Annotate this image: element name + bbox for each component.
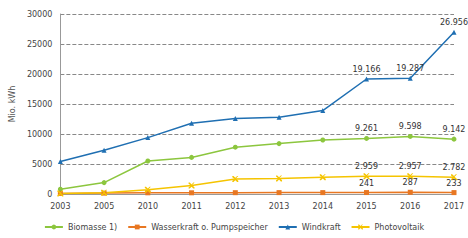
svg-text:2016: 2016 bbox=[400, 202, 420, 211]
svg-text:19.166: 19.166 bbox=[353, 65, 381, 74]
svg-text:287: 287 bbox=[403, 178, 418, 187]
svg-text:241: 241 bbox=[359, 179, 374, 188]
svg-text:Mio. kWh: Mio. kWh bbox=[8, 86, 17, 123]
svg-text:15000: 15000 bbox=[27, 100, 52, 109]
svg-text:2014: 2014 bbox=[313, 202, 333, 211]
svg-text:9.142: 9.142 bbox=[443, 125, 466, 134]
svg-text:Biomasse 1): Biomasse 1) bbox=[68, 223, 117, 232]
svg-text:2.782: 2.782 bbox=[443, 163, 466, 172]
svg-text:10000: 10000 bbox=[27, 130, 52, 139]
svg-text:26.956: 26.956 bbox=[440, 18, 468, 27]
svg-text:233: 233 bbox=[446, 179, 461, 188]
svg-text:2.959: 2.959 bbox=[355, 162, 378, 171]
svg-text:5000: 5000 bbox=[32, 160, 52, 169]
svg-text:2015: 2015 bbox=[356, 202, 376, 211]
svg-text:2.957: 2.957 bbox=[399, 162, 422, 171]
svg-text:2010: 2010 bbox=[138, 202, 158, 211]
svg-text:Photovoltaik: Photovoltaik bbox=[375, 223, 425, 232]
svg-text:2011: 2011 bbox=[181, 202, 201, 211]
svg-text:Windkraft: Windkraft bbox=[302, 223, 341, 232]
svg-text:0: 0 bbox=[47, 190, 52, 199]
svg-text:19.287: 19.287 bbox=[396, 64, 424, 73]
svg-text:2012: 2012 bbox=[225, 202, 245, 211]
svg-text:Wasserkraft o. Pumpspeicher: Wasserkraft o. Pumpspeicher bbox=[151, 223, 268, 232]
svg-text:2013: 2013 bbox=[269, 202, 289, 211]
svg-text:2003: 2003 bbox=[50, 202, 70, 211]
svg-text:20000: 20000 bbox=[27, 70, 52, 79]
svg-text:2017: 2017 bbox=[444, 202, 464, 211]
svg-text:25000: 25000 bbox=[27, 40, 52, 49]
svg-text:9.261: 9.261 bbox=[355, 124, 378, 133]
svg-text:30000: 30000 bbox=[27, 10, 52, 19]
svg-text:2005: 2005 bbox=[94, 202, 114, 211]
svg-text:9.598: 9.598 bbox=[399, 122, 422, 131]
